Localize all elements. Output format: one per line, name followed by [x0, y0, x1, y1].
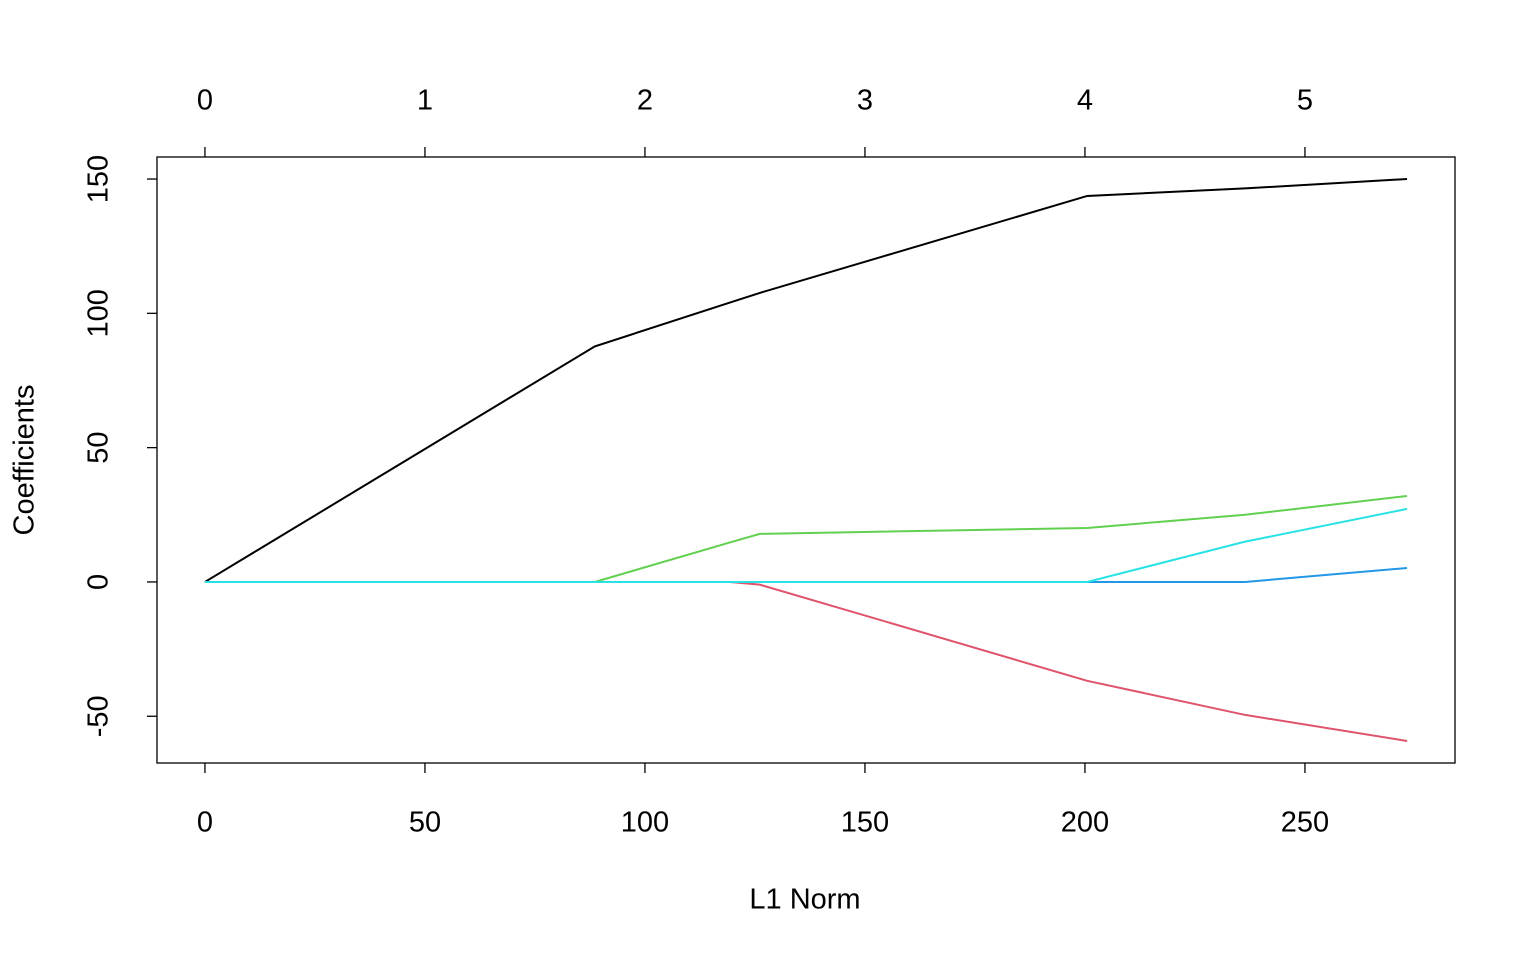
x-tick-label: 250	[1281, 807, 1329, 839]
top-tick-label: 3	[857, 85, 873, 117]
x-axis-label: L1 Norm	[749, 884, 860, 916]
y-tick-label: 100	[83, 289, 115, 337]
top-tick-label: 0	[197, 85, 213, 117]
x-tick-label: 50	[409, 807, 441, 839]
series-line	[204, 580, 1408, 742]
series-line	[204, 566, 1408, 583]
top-tick-label: 1	[417, 85, 433, 117]
y-tick-label: 150	[83, 155, 115, 203]
series-line	[204, 495, 1408, 583]
y-tick-label: 0	[83, 574, 115, 590]
series-line	[204, 178, 1408, 583]
x-tick-label: 200	[1061, 807, 1109, 839]
top-tick-label: 4	[1077, 85, 1093, 117]
top-tick-label: 2	[637, 85, 653, 117]
plot-box	[156, 156, 1456, 764]
y-tick-label: -50	[83, 695, 115, 737]
x-tick-label: 150	[841, 807, 889, 839]
top-tick-label: 5	[1297, 85, 1313, 117]
x-tick-label: 0	[197, 807, 213, 839]
x-tick-label: 100	[621, 807, 669, 839]
series-line	[204, 507, 1408, 583]
y-tick-label: 50	[83, 432, 115, 464]
y-axis-label: Coefficients	[9, 385, 41, 536]
